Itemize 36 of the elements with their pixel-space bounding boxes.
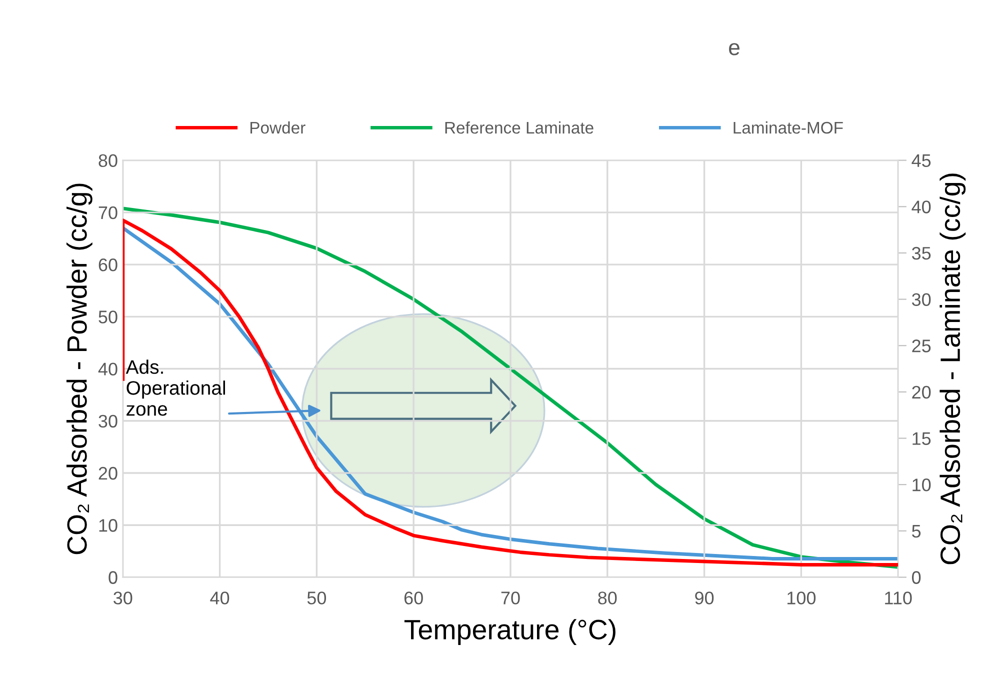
chart-title: e <box>729 43 740 56</box>
y2-tick-label: 20 <box>912 386 931 399</box>
y2-tick-label: 10 <box>912 478 931 492</box>
y2-axis-title: CO₂ Adsorbed - Laminate (cc/g) <box>940 174 966 564</box>
y2-tick-label: 5 <box>912 525 921 538</box>
y2-tick-label: 40 <box>912 200 931 214</box>
legend-label: Laminate-MOF <box>734 121 843 134</box>
x-tick-label: 90 <box>695 592 714 604</box>
y-tick-label: 40 <box>98 362 118 376</box>
x-tick-label: 100 <box>788 592 816 604</box>
y-tick-label: 80 <box>98 154 118 168</box>
y-tick-label: 20 <box>98 466 118 480</box>
x-axis-title: Temperature (°C) <box>404 619 616 645</box>
y-tick-label: 30 <box>98 414 118 428</box>
y-tick-label: 60 <box>98 258 118 272</box>
x-tick-label: 50 <box>307 592 326 604</box>
x-tick-label: 30 <box>114 592 132 604</box>
y2-tick-label: 30 <box>912 293 931 306</box>
legend-label: Powder <box>250 121 306 134</box>
y-axis-title: CO₂ Adsorbed - Powder (cc/g) <box>66 184 92 554</box>
y2-tick-label: 35 <box>912 246 931 260</box>
legend-label: Reference Laminate <box>445 121 594 134</box>
y2-tick-label: 15 <box>912 432 931 445</box>
y2-tick-label: 0 <box>912 571 921 584</box>
y-tick-label: 70 <box>98 206 118 220</box>
y-tick-label: 10 <box>99 519 118 532</box>
x-tick-label: 40 <box>210 592 230 604</box>
x-tick-label: 70 <box>501 592 520 604</box>
x-tick-label: 80 <box>598 592 617 604</box>
x-tick-label: 110 <box>885 592 912 604</box>
y-tick-label: 50 <box>98 310 118 324</box>
x-tick-label: 60 <box>404 592 423 604</box>
annotation: Ads. Operational zone <box>126 360 226 416</box>
y2-tick-label: 45 <box>912 154 931 168</box>
y2-tick-label: 25 <box>912 340 931 352</box>
y-tick-label: 0 <box>108 571 118 584</box>
